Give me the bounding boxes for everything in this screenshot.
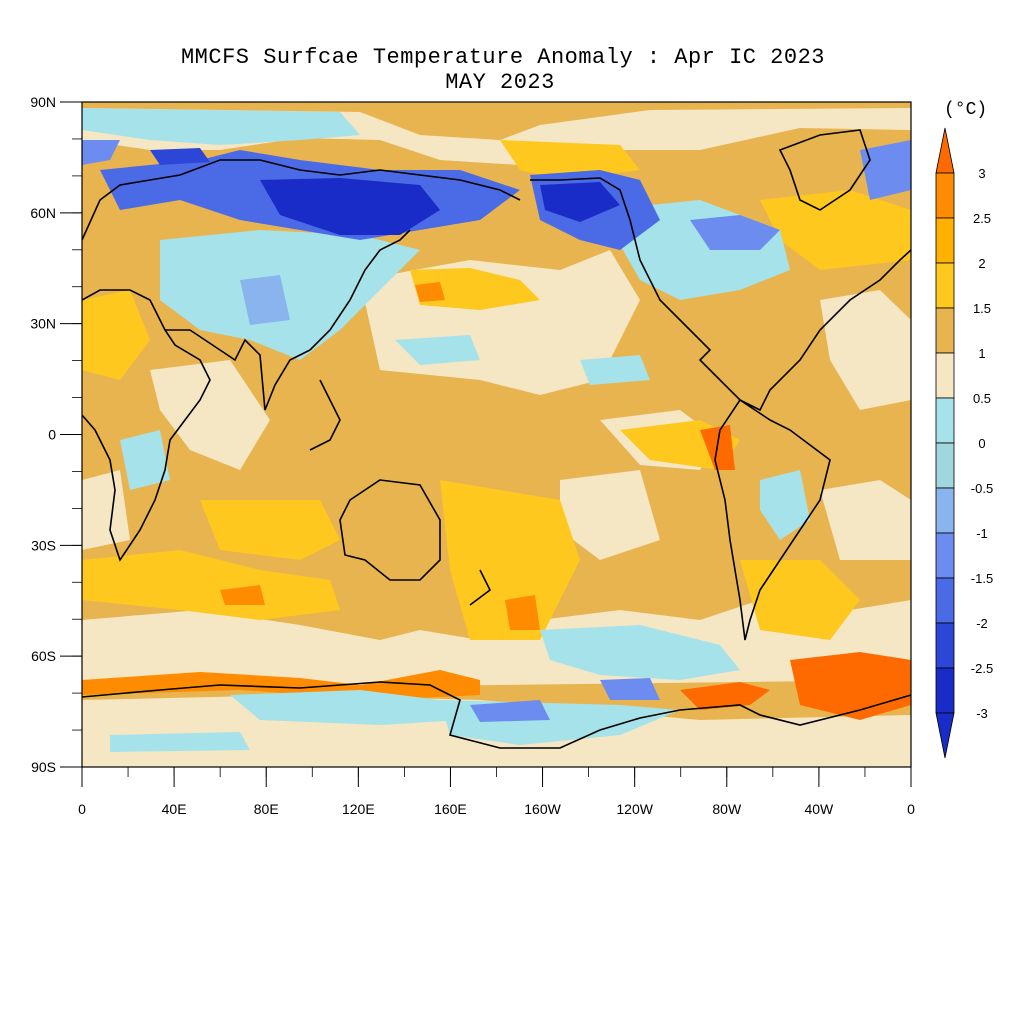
- cool-region: [82, 108, 360, 145]
- cool-region: [540, 625, 740, 680]
- y-tick-label: 90N: [30, 94, 56, 110]
- colorbar-box: [935, 667, 955, 714]
- colorbar-label: 1.5: [973, 301, 991, 316]
- colorbar-box: [935, 352, 955, 399]
- colorbar-label: -2.5: [971, 661, 993, 676]
- colorbar-units: (°C): [944, 100, 988, 120]
- y-tick-label: 60S: [31, 648, 56, 664]
- coastlines: [82, 129, 911, 749]
- x-tick-label: 40E: [162, 801, 187, 817]
- colorbar-box: [935, 217, 955, 264]
- colorbar-box: [935, 397, 955, 444]
- very-cold-region: [540, 182, 620, 222]
- y-tick-label: 30N: [30, 316, 56, 332]
- very-cold-region: [260, 178, 440, 235]
- cool-region: [120, 430, 170, 490]
- colorbar-under-triangle: [935, 712, 955, 759]
- colorbar-box: [935, 307, 955, 354]
- y-tick-label: 60N: [30, 205, 56, 221]
- cool-region: [230, 690, 460, 725]
- x-tick-label: 120W: [616, 801, 653, 817]
- y-tick-label: 0: [48, 427, 56, 443]
- colorbar-label: 3: [978, 166, 985, 181]
- warm-region: [200, 500, 340, 560]
- colorbar: 3 2.5 2 1.5 1 0.5 0 -0.5 -1 -1.5 -2 -2.5 -3: [935, 127, 993, 759]
- colorbar-label: 2: [978, 256, 985, 271]
- neutral-region: [820, 480, 911, 560]
- cold-region: [690, 215, 780, 250]
- neutral-region: [150, 360, 270, 470]
- anomaly-field: [82, 102, 911, 767]
- x-tick-label: 80W: [712, 801, 742, 817]
- colorbar-label: -2: [976, 616, 988, 631]
- cold-region: [470, 700, 550, 722]
- y-tick-label: 30S: [31, 537, 56, 553]
- colorbar-label: 1: [978, 346, 985, 361]
- very-cold-region: [150, 148, 210, 165]
- neutral-region: [820, 290, 911, 410]
- cool-region: [760, 470, 810, 540]
- colorbar-label: -1: [976, 526, 988, 541]
- colorbar-label: 0.5: [973, 391, 991, 406]
- warm-region: [740, 560, 860, 640]
- cool-region: [240, 275, 290, 325]
- cool-region: [395, 335, 480, 365]
- x-tick-label: 0: [78, 801, 86, 817]
- cold-region: [82, 140, 120, 165]
- colorbar-box: [935, 487, 955, 534]
- cold-region: [860, 140, 911, 200]
- cool-region: [110, 732, 250, 752]
- hot-region: [680, 682, 770, 710]
- warm-region: [500, 140, 640, 180]
- warm-region: [82, 550, 340, 620]
- hot-region: [220, 585, 265, 605]
- colorbar-label: 0: [978, 436, 985, 451]
- x-tick-label: 160W: [524, 801, 561, 817]
- colorbar-box: [935, 172, 955, 219]
- cold-region: [600, 678, 660, 700]
- warm-region: [440, 480, 580, 640]
- hot-region: [82, 670, 480, 700]
- cool-region: [580, 355, 650, 385]
- cool-region: [160, 230, 420, 360]
- colorbar-label: -1.5: [971, 571, 993, 586]
- colorbar-label: 2.5: [973, 211, 991, 226]
- neutral-region: [82, 470, 130, 550]
- x-tick-label: 0: [907, 801, 915, 817]
- warm-region: [82, 290, 150, 380]
- x-tick-label: 40W: [804, 801, 834, 817]
- x-axis: 0 40E 80E 120E 160E 160W 120W 80W 40W 0: [78, 767, 915, 817]
- x-tick-label: 80E: [254, 801, 279, 817]
- y-tick-label: 90S: [31, 759, 56, 775]
- colorbar-box: [935, 262, 955, 309]
- colorbar-box: [935, 577, 955, 624]
- neutral-region: [560, 470, 660, 560]
- colorbar-over-triangle: [935, 127, 955, 174]
- map-title: MMCFS Surfcae Temperature Anomaly : Apr …: [180, 45, 825, 70]
- colorbar-label: -3: [976, 706, 988, 721]
- warm-region: [760, 190, 911, 270]
- colorbar-box: [935, 622, 955, 669]
- colorbar-box: [935, 532, 955, 579]
- x-tick-label: 120E: [342, 801, 375, 817]
- hot-region: [790, 652, 911, 720]
- x-tick-label: 160E: [434, 801, 467, 817]
- hot-region: [505, 595, 540, 630]
- colorbar-label: -0.5: [971, 481, 993, 496]
- hot-region: [415, 282, 445, 302]
- y-axis: 90N 60N 30N 0 30S 60S 90S: [30, 94, 82, 775]
- colorbar-box: [935, 442, 955, 489]
- map-subtitle: MAY 2023: [445, 70, 555, 95]
